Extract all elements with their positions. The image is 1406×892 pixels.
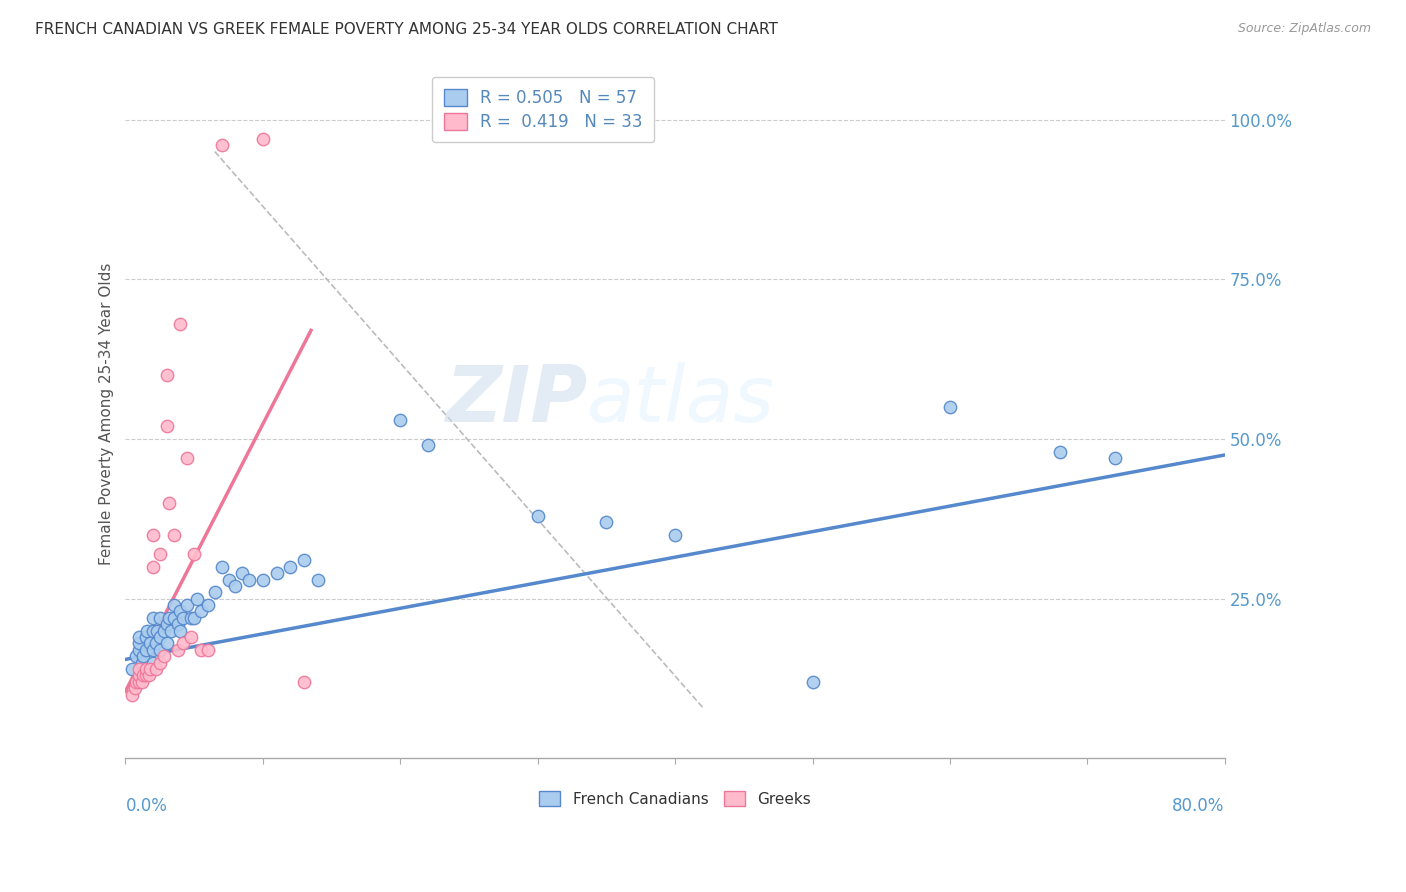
Point <box>183 547 205 561</box>
Point <box>132 649 155 664</box>
Point <box>149 547 172 561</box>
Point <box>169 317 191 331</box>
Point <box>121 662 143 676</box>
Point <box>125 674 148 689</box>
Point <box>131 674 153 689</box>
Point <box>156 419 179 434</box>
Point <box>172 611 194 625</box>
Point <box>190 642 212 657</box>
Point <box>197 642 219 657</box>
Point <box>1049 444 1071 458</box>
Point <box>159 496 181 510</box>
Point <box>1104 451 1126 466</box>
Point <box>939 400 962 414</box>
Point <box>389 413 412 427</box>
Point <box>128 642 150 657</box>
Point <box>138 668 160 682</box>
Point <box>416 438 439 452</box>
Point <box>156 636 179 650</box>
Text: ZIP: ZIP <box>444 361 588 438</box>
Point <box>153 624 176 638</box>
Point <box>142 624 165 638</box>
Point <box>128 662 150 676</box>
Point <box>218 573 240 587</box>
Point <box>292 553 315 567</box>
Point <box>211 559 233 574</box>
Point <box>149 642 172 657</box>
Point <box>162 611 184 625</box>
Point <box>142 611 165 625</box>
Point <box>131 656 153 670</box>
Point <box>252 132 274 146</box>
Point <box>121 688 143 702</box>
Point <box>153 649 176 664</box>
Text: FRENCH CANADIAN VS GREEK FEMALE POVERTY AMONG 25-34 YEAR OLDS CORRELATION CHART: FRENCH CANADIAN VS GREEK FEMALE POVERTY … <box>35 22 778 37</box>
Point <box>266 566 288 581</box>
Point <box>142 642 165 657</box>
Point <box>172 636 194 650</box>
Point <box>307 573 329 587</box>
Point <box>176 451 198 466</box>
Point <box>231 566 253 581</box>
Point <box>664 528 686 542</box>
Point <box>149 611 172 625</box>
Y-axis label: Female Poverty Among 25-34 Year Olds: Female Poverty Among 25-34 Year Olds <box>100 262 114 565</box>
Point <box>526 508 548 523</box>
Point <box>135 662 157 676</box>
Point <box>125 649 148 664</box>
Point <box>136 624 159 638</box>
Point <box>142 656 165 670</box>
Point <box>149 630 172 644</box>
Point <box>156 617 179 632</box>
Point <box>204 585 226 599</box>
Point <box>801 674 824 689</box>
Text: 0.0%: 0.0% <box>125 797 167 814</box>
Point <box>132 668 155 682</box>
Text: 80.0%: 80.0% <box>1173 797 1225 814</box>
Point <box>156 368 179 383</box>
Point <box>149 656 172 670</box>
Point <box>124 681 146 695</box>
Point <box>176 598 198 612</box>
Point <box>159 611 181 625</box>
Text: Source: ZipAtlas.com: Source: ZipAtlas.com <box>1237 22 1371 36</box>
Point <box>128 674 150 689</box>
Point <box>128 668 150 682</box>
Point <box>139 662 162 676</box>
Point <box>238 573 260 587</box>
Point <box>183 611 205 625</box>
Point <box>135 630 157 644</box>
Point <box>595 515 617 529</box>
Point <box>180 630 202 644</box>
Point <box>169 605 191 619</box>
Point <box>166 642 188 657</box>
Point <box>128 636 150 650</box>
Point <box>139 636 162 650</box>
Point <box>159 624 181 638</box>
Point <box>145 636 167 650</box>
Point <box>292 674 315 689</box>
Point <box>190 605 212 619</box>
Point <box>169 624 191 638</box>
Point <box>146 624 169 638</box>
Point <box>252 573 274 587</box>
Point <box>180 611 202 625</box>
Point <box>135 642 157 657</box>
Point <box>142 528 165 542</box>
Point <box>197 598 219 612</box>
Point <box>135 668 157 682</box>
Legend: French Canadians, Greeks: French Canadians, Greeks <box>533 785 817 813</box>
Point <box>162 528 184 542</box>
Point <box>186 591 208 606</box>
Point <box>280 559 302 574</box>
Point <box>166 617 188 632</box>
Point <box>211 138 233 153</box>
Text: atlas: atlas <box>588 361 775 438</box>
Point <box>224 579 246 593</box>
Point <box>145 662 167 676</box>
Point <box>128 630 150 644</box>
Point <box>142 559 165 574</box>
Point <box>162 598 184 612</box>
